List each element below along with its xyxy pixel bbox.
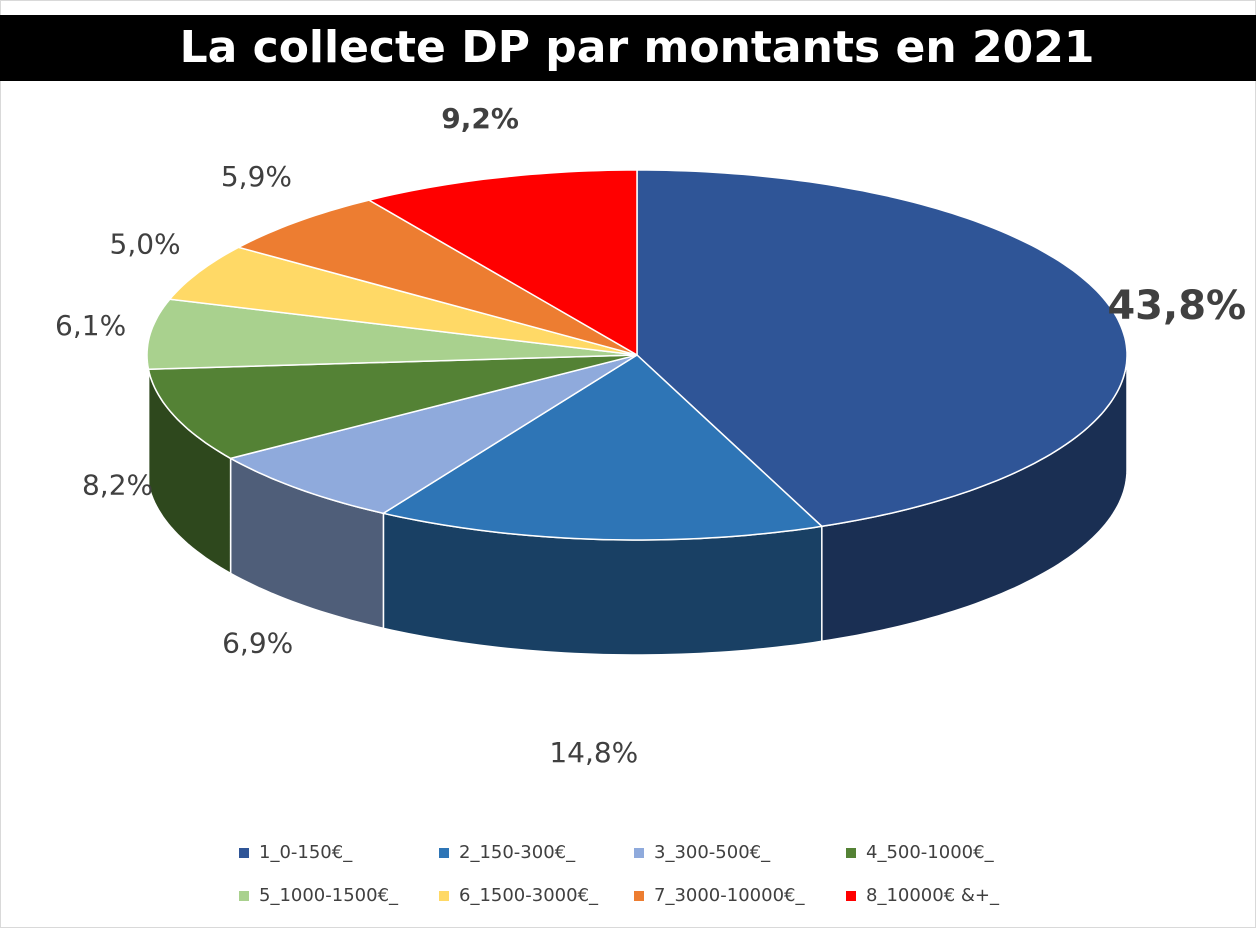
title-bar [0, 15, 1256, 81]
legend-label: 7_3000-10000€_ [654, 885, 805, 906]
slice [636, 169, 1128, 528]
slice [228, 354, 638, 515]
slice [367, 169, 638, 357]
data-label: 9,2% [441, 102, 519, 135]
data-label: 5,0% [110, 227, 181, 260]
data-label: 43,8% [1107, 283, 1246, 329]
legend-swatch [634, 891, 644, 901]
data-label: 6,9% [222, 627, 293, 660]
legend-label: 6_1500-3000€_ [459, 885, 599, 906]
legend-swatch [846, 848, 856, 858]
legend-swatch [439, 848, 449, 858]
data-label: 8,2% [82, 468, 153, 501]
data-label: 14,8% [549, 736, 638, 769]
slice [381, 354, 824, 541]
slice [168, 246, 638, 356]
legend-label: 3_300-500€_ [654, 842, 771, 863]
legend-swatch [439, 891, 449, 901]
legend-label: 4_500-1000€_ [866, 842, 995, 863]
legend-swatch [239, 891, 249, 901]
slice-side [146, 354, 150, 485]
slice [146, 298, 638, 370]
chart-title: La collecte DP par montants en 2021 [180, 22, 1095, 73]
legend-swatch [239, 848, 249, 858]
legend-label: 5_1000-1500€_ [259, 885, 399, 906]
legend-swatch [846, 891, 856, 901]
legend-label: 2_150-300€_ [459, 842, 576, 863]
data-label: 5,9% [221, 160, 292, 193]
data-label: 6,1% [55, 309, 126, 342]
slice [147, 354, 638, 460]
legend-swatch [634, 848, 644, 858]
legend-label: 8_10000€ &+_ [866, 885, 1000, 906]
legend-label: 1_0-150€_ [259, 842, 353, 863]
slice [236, 199, 638, 356]
